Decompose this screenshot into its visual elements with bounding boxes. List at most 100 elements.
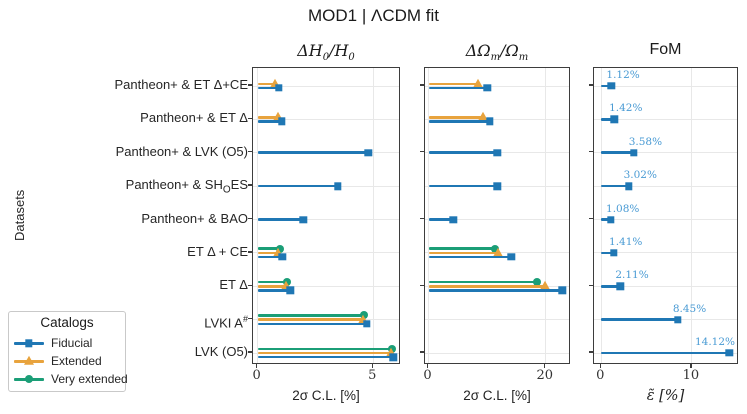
gridline-vertical xyxy=(545,68,547,363)
triangle-marker xyxy=(493,247,504,257)
data-bar xyxy=(428,284,545,288)
y-tick xyxy=(420,284,424,286)
data-bar xyxy=(257,289,291,292)
dataset-label: Pantheon+ & LVK (O5) xyxy=(115,143,248,159)
value-label: 1.08% xyxy=(606,202,640,215)
panel-title: ΔH0/H0 xyxy=(297,41,355,64)
gridline-horizontal xyxy=(594,152,737,154)
square-marker xyxy=(299,215,307,224)
chart-panel-1 xyxy=(424,67,570,364)
square-marker xyxy=(607,82,616,90)
value-label: 1.42% xyxy=(609,102,643,115)
data-bar xyxy=(601,351,730,355)
gridline-horizontal xyxy=(253,285,399,287)
data-bar xyxy=(601,84,612,88)
square-marker xyxy=(278,253,287,261)
gridline-vertical xyxy=(600,68,602,363)
data-bar xyxy=(257,355,394,359)
y-tick xyxy=(248,251,252,253)
y-axis-label: Datasets xyxy=(12,189,27,242)
y-tick xyxy=(248,317,252,320)
x-tick-label: 0 xyxy=(596,368,605,383)
data-bar xyxy=(601,118,615,121)
gridline-horizontal xyxy=(594,285,737,287)
legend-item-label: Very extended xyxy=(51,372,128,386)
data-bar xyxy=(428,151,498,155)
y-tick xyxy=(248,184,252,186)
x-tick xyxy=(544,364,546,368)
data-bar xyxy=(428,280,537,284)
data-bar xyxy=(257,115,278,119)
data-bar xyxy=(428,247,496,250)
data-bar xyxy=(428,115,484,119)
data-bar xyxy=(257,86,279,90)
y-tick xyxy=(589,151,593,153)
square-marker xyxy=(558,286,566,295)
legend-item-very-extended: Very extended xyxy=(9,370,128,388)
data-bar xyxy=(257,218,304,221)
data-bar xyxy=(601,251,615,255)
gridline-horizontal xyxy=(253,219,399,220)
triangle-icon xyxy=(14,356,44,366)
gridline-horizontal xyxy=(425,118,569,120)
gridline-horizontal xyxy=(425,352,569,354)
y-tick xyxy=(420,151,424,153)
y-tick xyxy=(420,84,424,86)
gridline-horizontal xyxy=(594,252,737,254)
x-tick-label: 0 xyxy=(252,368,261,383)
x-tick-label: 0 xyxy=(423,368,432,383)
x-axis-label: ε̃ [%] xyxy=(646,388,685,404)
data-bar xyxy=(257,151,369,155)
square-marker xyxy=(607,215,615,224)
gridline-horizontal xyxy=(594,185,737,187)
square-marker xyxy=(286,286,295,295)
data-bar xyxy=(428,82,479,86)
value-label: 14.12% xyxy=(694,336,735,348)
dataset-label: ET Δ + CE xyxy=(187,243,248,259)
data-bar xyxy=(257,120,282,123)
x-axis-label: 2σ C.L. [%] xyxy=(463,388,531,403)
data-bar xyxy=(257,251,278,255)
dataset-label: Pantheon+ & SHOES xyxy=(125,177,248,196)
data-bar xyxy=(601,218,612,221)
triangle-marker xyxy=(272,247,283,257)
data-bar xyxy=(257,322,367,326)
gridline-vertical xyxy=(257,68,259,363)
data-bar xyxy=(257,318,363,321)
square-marker xyxy=(629,149,638,157)
data-bar xyxy=(257,280,288,284)
legend-item-extended: Extended xyxy=(9,352,125,370)
gridline-horizontal xyxy=(425,219,569,220)
data-bar xyxy=(257,184,338,188)
gridline-horizontal xyxy=(594,118,737,120)
gridline-horizontal xyxy=(425,319,569,321)
triangle-marker xyxy=(478,112,489,122)
x-tick xyxy=(255,364,258,368)
legend-item-fiducial: Fiducial xyxy=(9,334,125,352)
y-tick xyxy=(248,351,252,353)
triangle-icon xyxy=(24,356,34,366)
triangle-marker xyxy=(386,347,397,357)
figure-title: MOD1 | ΛCDM fit xyxy=(308,6,439,25)
dataset-label: Pantheon+ & ET Δ+CE xyxy=(114,77,248,92)
square-marker xyxy=(389,353,397,361)
gridline-horizontal xyxy=(253,252,399,254)
gridline-horizontal xyxy=(253,118,399,120)
data-bar xyxy=(601,284,621,288)
x-tick xyxy=(371,364,373,368)
square-icon xyxy=(25,339,33,347)
data-bar xyxy=(257,247,280,250)
square-marker xyxy=(363,320,371,328)
data-bar xyxy=(428,289,563,292)
y-tick xyxy=(589,217,593,220)
panel-title: FoM xyxy=(649,41,682,58)
dataset-label: LVKI A# xyxy=(204,313,248,330)
square-marker xyxy=(610,249,618,257)
x-tick-label: 10 xyxy=(682,368,700,383)
data-bar xyxy=(257,82,275,86)
triangle-marker xyxy=(280,281,291,291)
data-bar xyxy=(601,151,634,155)
circle-icon xyxy=(25,375,33,384)
y-tick xyxy=(248,217,252,220)
